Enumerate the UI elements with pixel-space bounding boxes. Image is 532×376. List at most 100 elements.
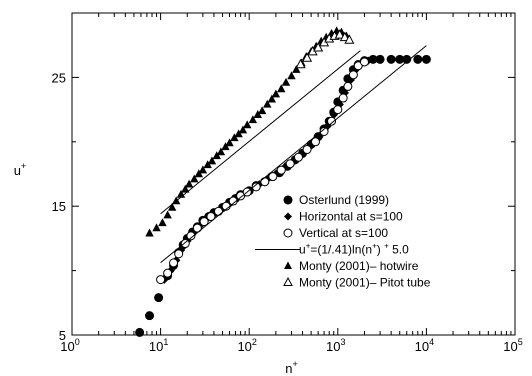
filled-triangle-point xyxy=(145,228,154,237)
y-axis-label: u+ xyxy=(14,161,27,178)
open-triangle-point xyxy=(344,34,355,44)
open-circle-point xyxy=(310,137,320,147)
log-law-line xyxy=(160,50,361,215)
open-triangle-point xyxy=(313,42,324,52)
legend-entry: u+=(1/.41)ln(n+) + 5.0 xyxy=(255,242,409,257)
legend-entry: Osterlund (1999) xyxy=(283,193,389,207)
filled-circle-point xyxy=(402,54,412,64)
filled-triangle-point xyxy=(281,77,291,86)
filled-triangle-point xyxy=(190,174,199,183)
legend-label: Vertical at s=100 xyxy=(299,226,388,240)
legend-label: Monty (2001)– hotwire xyxy=(299,259,419,273)
series-3 xyxy=(160,45,427,264)
open-circle-point xyxy=(285,159,295,169)
open-circle-point xyxy=(199,217,209,227)
open-circle-point xyxy=(343,81,353,91)
open-circle-point xyxy=(338,93,348,103)
y-tick-label: 25 xyxy=(52,70,66,85)
open-circle-point xyxy=(236,191,246,201)
series-5 xyxy=(295,29,355,69)
open-circle-point xyxy=(319,126,329,136)
legend-entry: Vertical at s=100 xyxy=(283,226,388,240)
open-triangle-point xyxy=(302,52,313,62)
open-triangle-point xyxy=(295,58,306,69)
filled-circle-point xyxy=(145,311,155,321)
legend-marker xyxy=(283,276,293,286)
open-circle-point xyxy=(213,206,223,216)
legend-entry: Horizontal at s=100 xyxy=(284,210,403,224)
filled-triangle-point xyxy=(167,202,177,211)
plot-frame-rect xyxy=(71,12,516,336)
filled-triangle-point xyxy=(212,151,221,160)
filled-triangle-point xyxy=(248,115,258,124)
legend-label: Monty (2001)– Pitot tube xyxy=(299,276,431,290)
filled-circle-point xyxy=(421,54,431,64)
y-tick-label: 15 xyxy=(52,199,66,214)
open-circle-point xyxy=(268,172,278,182)
filled-triangle-point xyxy=(267,94,277,103)
filled-triangle-point xyxy=(253,110,262,118)
filled-triangle-point xyxy=(238,125,248,134)
open-circle-point xyxy=(169,258,179,268)
filled-triangle-point xyxy=(181,184,190,193)
filled-triangle-point xyxy=(292,64,301,73)
x-tick-label: 101 xyxy=(149,337,168,354)
open-circle-point xyxy=(327,116,337,126)
open-circle-point xyxy=(348,70,358,80)
legend-label: u+=(1/.41)ln(n+) + 5.0 xyxy=(299,242,409,257)
open-circle-point xyxy=(228,196,238,206)
series-2 xyxy=(156,57,369,285)
series-6 xyxy=(160,50,361,215)
legend-marker xyxy=(283,228,293,238)
ticks-layer: 100 101 102 103 104 105 5 15 25 xyxy=(52,12,523,354)
filled-triangle-point xyxy=(163,210,172,219)
log-law-line xyxy=(160,45,427,264)
filled-triangle-point xyxy=(203,160,212,169)
open-circle-point xyxy=(156,275,166,285)
open-circle-point xyxy=(302,145,312,155)
open-circle-point xyxy=(180,239,190,249)
open-circle-point xyxy=(333,105,343,115)
open-circle-point xyxy=(260,177,270,187)
legend-marker xyxy=(284,212,292,221)
legend-entry: Monty (2001)– Pitot tube xyxy=(283,276,431,290)
open-triangle-point xyxy=(334,29,345,39)
filled-triangle-point xyxy=(216,147,226,156)
filled-triangle-point xyxy=(230,133,239,142)
filled-triangle-point xyxy=(243,120,252,129)
legend-label: Horizontal at s=100 xyxy=(299,210,403,224)
legend-entry: Monty (2001)– hotwire xyxy=(284,259,419,273)
filled-triangle-point xyxy=(257,106,267,115)
filled-triangle-point xyxy=(152,223,161,232)
x-tick-label: 100 xyxy=(60,337,79,354)
open-triangle-point xyxy=(339,31,350,42)
filled-triangle-point xyxy=(158,218,167,227)
x-axis-label: n+ xyxy=(285,359,298,376)
filled-triangle-point xyxy=(225,138,234,147)
filled-circle-point xyxy=(386,54,396,64)
filled-triangle-point xyxy=(198,165,208,174)
filled-circle-point xyxy=(135,327,145,337)
open-circle-point xyxy=(163,268,173,278)
filled-circle-point xyxy=(413,54,423,64)
legend-marker xyxy=(284,261,292,269)
open-circle-point xyxy=(174,249,184,259)
filled-triangle-point xyxy=(277,84,286,93)
filled-triangle-point xyxy=(271,89,281,98)
x-tick-label: 103 xyxy=(326,337,345,354)
filled-triangle-point xyxy=(184,179,194,188)
x-tick-label: 104 xyxy=(415,337,434,354)
series-layer xyxy=(135,26,431,337)
plot-area xyxy=(71,12,516,336)
filled-triangle-point xyxy=(287,71,296,80)
filled-triangle-point xyxy=(263,99,272,108)
filled-circle-point xyxy=(375,54,385,64)
open-circle-point xyxy=(206,212,216,222)
open-circle-point xyxy=(186,231,196,241)
legend-label: Osterlund (1999) xyxy=(299,193,389,207)
filled-circle-point xyxy=(154,293,164,303)
open-circle-point xyxy=(359,57,369,67)
y-tick-label: 5 xyxy=(59,328,66,343)
x-tick-label: 102 xyxy=(237,337,256,354)
